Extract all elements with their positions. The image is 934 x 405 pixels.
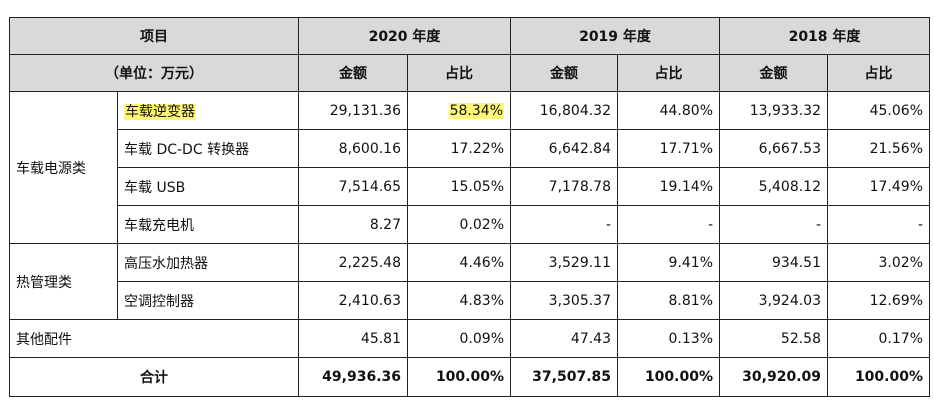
amount-2018: 3,924.03 [719,281,828,320]
amount-2018: - [719,205,828,244]
ratio-2020: 58.34% [407,91,511,130]
total-row: 合计 49,936.36 100.00% 37,507.85 100.00% 3… [9,357,930,397]
category-power: 车载电源类 [9,91,118,244]
product-name: 空调控制器 [117,281,299,320]
amount-2019: 6,642.84 [510,129,618,168]
other-parts-label: 其他配件 [9,319,299,358]
revenue-by-product-table: 项目 2020 年度 2019 年度 2018 年度 （单位：万元） 金额 占比… [9,17,930,397]
ratio-2019: 0.13% [617,319,720,358]
table-row: 热管理类 高压水加热器 2,225.48 4.46% 3,529.11 9.41… [9,243,930,320]
revenue-table-wrapper: 项目 2020 年度 2019 年度 2018 年度 （单位：万元） 金额 占比… [9,17,930,397]
total-ratio-2018: 100.00% [827,357,930,397]
table-row: 空调控制器 2,410.63 4.83% 3,305.37 8.81% 3,92… [10,281,930,320]
header-year-2018: 2018 年度 [719,17,930,55]
table-row: 车载 USB 7,514.65 15.05% 7,178.78 19.14% 5… [10,167,930,206]
amount-2020: 29,131.36 [298,91,408,130]
header-item: 项目 [9,17,299,55]
category-thermal: 热管理类 [9,243,118,320]
header-ratio-2019: 占比 [617,54,720,92]
highlighted-product-name: 车载逆变器 [124,103,196,120]
ratio-2019: 19.14% [617,167,720,206]
amount-2020: 8.27 [298,205,408,244]
total-label: 合计 [9,357,299,397]
ratio-2019: 8.81% [617,281,720,320]
ratio-2018: 3.02% [827,243,930,282]
total-amount-2020: 49,936.36 [298,357,408,397]
amount-2020: 7,514.65 [298,167,408,206]
ratio-2019: 9.41% [617,243,720,282]
total-ratio-2020: 100.00% [407,357,511,397]
ratio-2020: 17.22% [407,129,511,168]
ratio-2020: 0.02% [407,205,511,244]
amount-2019: 7,178.78 [510,167,618,206]
ratio-2019: 17.71% [617,129,720,168]
amount-2020: 45.81 [298,319,408,358]
product-name: 高压水加热器 [117,243,299,282]
ratio-2018: 21.56% [827,129,930,168]
amount-2020: 2,410.63 [298,281,408,320]
header-row-years: 项目 2020 年度 2019 年度 2018 年度 [9,17,930,55]
amount-2019: - [510,205,618,244]
header-year-2020: 2020 年度 [298,17,511,55]
ratio-2020: 0.09% [407,319,511,358]
ratio-2018: 17.49% [827,167,930,206]
ratio-2018: 12.69% [827,281,930,320]
ratio-2020: 4.83% [407,281,511,320]
header-year-2019: 2019 年度 [510,17,720,55]
header-ratio-2020: 占比 [407,54,511,92]
amount-2018: 934.51 [719,243,828,282]
product-name: 车载逆变器 [117,91,299,130]
table-row: 车载电源类 车载逆变器 29,131.36 58.34% 16,804.32 4… [9,91,930,244]
header-row-metrics: （单位：万元） 金额 占比 金额 占比 金额 占比 [9,54,930,92]
amount-2020: 8,600.16 [298,129,408,168]
header-unit: （单位：万元） [9,54,299,92]
table-row: 其他配件 45.81 0.09% 47.43 0.13% 52.58 0.17% [9,319,930,358]
product-name: 车载 USB [117,167,299,206]
highlighted-ratio: 58.34% [448,102,504,119]
amount-2019: 3,305.37 [510,281,618,320]
product-name: 车载充电机 [117,205,299,244]
amount-2020: 2,225.48 [298,243,408,282]
ratio-2018: 0.17% [827,319,930,358]
header-amount-2018: 金额 [719,54,828,92]
ratio-2018: 45.06% [827,91,930,130]
amount-2018: 6,667.53 [719,129,828,168]
ratio-2020: 15.05% [407,167,511,206]
ratio-2020: 4.46% [407,243,511,282]
header-ratio-2018: 占比 [827,54,930,92]
total-amount-2019: 37,507.85 [510,357,618,397]
total-ratio-2019: 100.00% [617,357,720,397]
product-name: 车载 DC-DC 转换器 [117,129,299,168]
header-amount-2020: 金额 [298,54,408,92]
table-row: 车载充电机 8.27 0.02% - - - - [10,205,930,244]
ratio-2018: - [827,205,930,244]
total-amount-2018: 30,920.09 [719,357,828,397]
ratio-2019: - [617,205,720,244]
table-row: 车载 DC-DC 转换器 8,600.16 17.22% 6,642.84 17… [10,129,930,168]
amount-2019: 3,529.11 [510,243,618,282]
amount-2018: 13,933.32 [719,91,828,130]
amount-2018: 52.58 [719,319,828,358]
amount-2019: 16,804.32 [510,91,618,130]
ratio-2019: 44.80% [617,91,720,130]
header-amount-2019: 金额 [510,54,618,92]
amount-2018: 5,408.12 [719,167,828,206]
amount-2019: 47.43 [510,319,618,358]
